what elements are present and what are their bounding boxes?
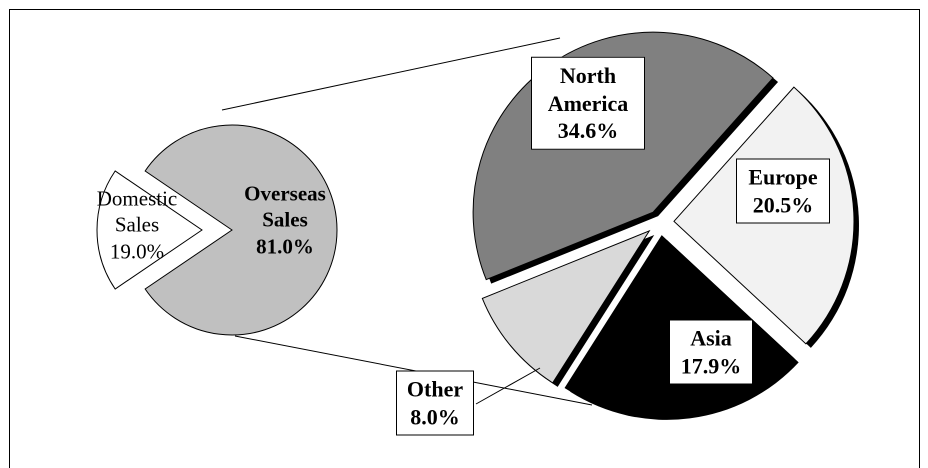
category: Domestic Sales [96,186,178,237]
data-label: Domestic Sales 19.0% [92,186,182,265]
chart-border [9,9,920,468]
category: North America [547,62,629,116]
value-label: 20.5% [752,192,814,217]
pie-slice [481,229,651,384]
value-label: 8.0% [410,404,460,429]
connector-line [221,37,561,111]
category: Asia [690,325,732,351]
leader-line [475,367,541,405]
data-label: Asia 17.9% [669,319,753,385]
data-label: North America 34.6% [531,56,645,150]
data-label: Europe 20.5% [736,158,830,224]
value-label: 34.6% [557,117,619,143]
value-label: 81.0% [256,234,314,259]
pie-slice [144,124,338,336]
pie-slice [96,170,203,290]
value-label: 17.9% [680,353,742,378]
category: Europe [748,164,818,190]
data-label: Overseas Sales 81.0% [230,181,340,260]
value-label: 19.0% [109,239,165,264]
category: Overseas Sales [244,181,326,232]
category: Other [406,376,464,402]
data-label: Other 8.0% [396,370,474,436]
